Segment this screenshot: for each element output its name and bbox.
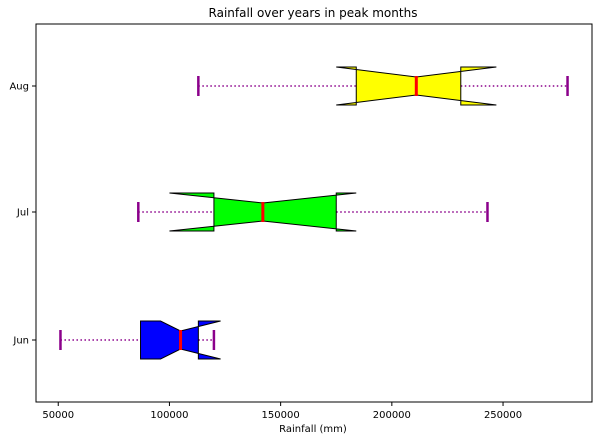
box-group-aug [197, 66, 569, 106]
x-tick-label: 100000 [150, 410, 188, 421]
x-tick-label: 50000 [42, 410, 74, 421]
plot-frame [35, 23, 593, 403]
y-tick-label: Aug [9, 82, 29, 93]
chart-marks [59, 66, 569, 360]
y-axis: Jun Jul Aug [9, 82, 36, 347]
x-axis-label: Rainfall (mm) [279, 424, 347, 435]
chart-title: Rainfall over years in peak months [209, 6, 418, 20]
x-axis: 50000 100000 150000 200000 250000 [42, 402, 522, 421]
x-tick-label: 150000 [262, 410, 300, 421]
box-group-jun [59, 320, 221, 360]
y-tick-label: Jul [16, 208, 29, 219]
x-tick-label: 250000 [484, 410, 522, 421]
y-tick-label: Jun [12, 336, 29, 347]
box-group-jul [137, 192, 489, 232]
x-tick-label: 200000 [373, 410, 411, 421]
